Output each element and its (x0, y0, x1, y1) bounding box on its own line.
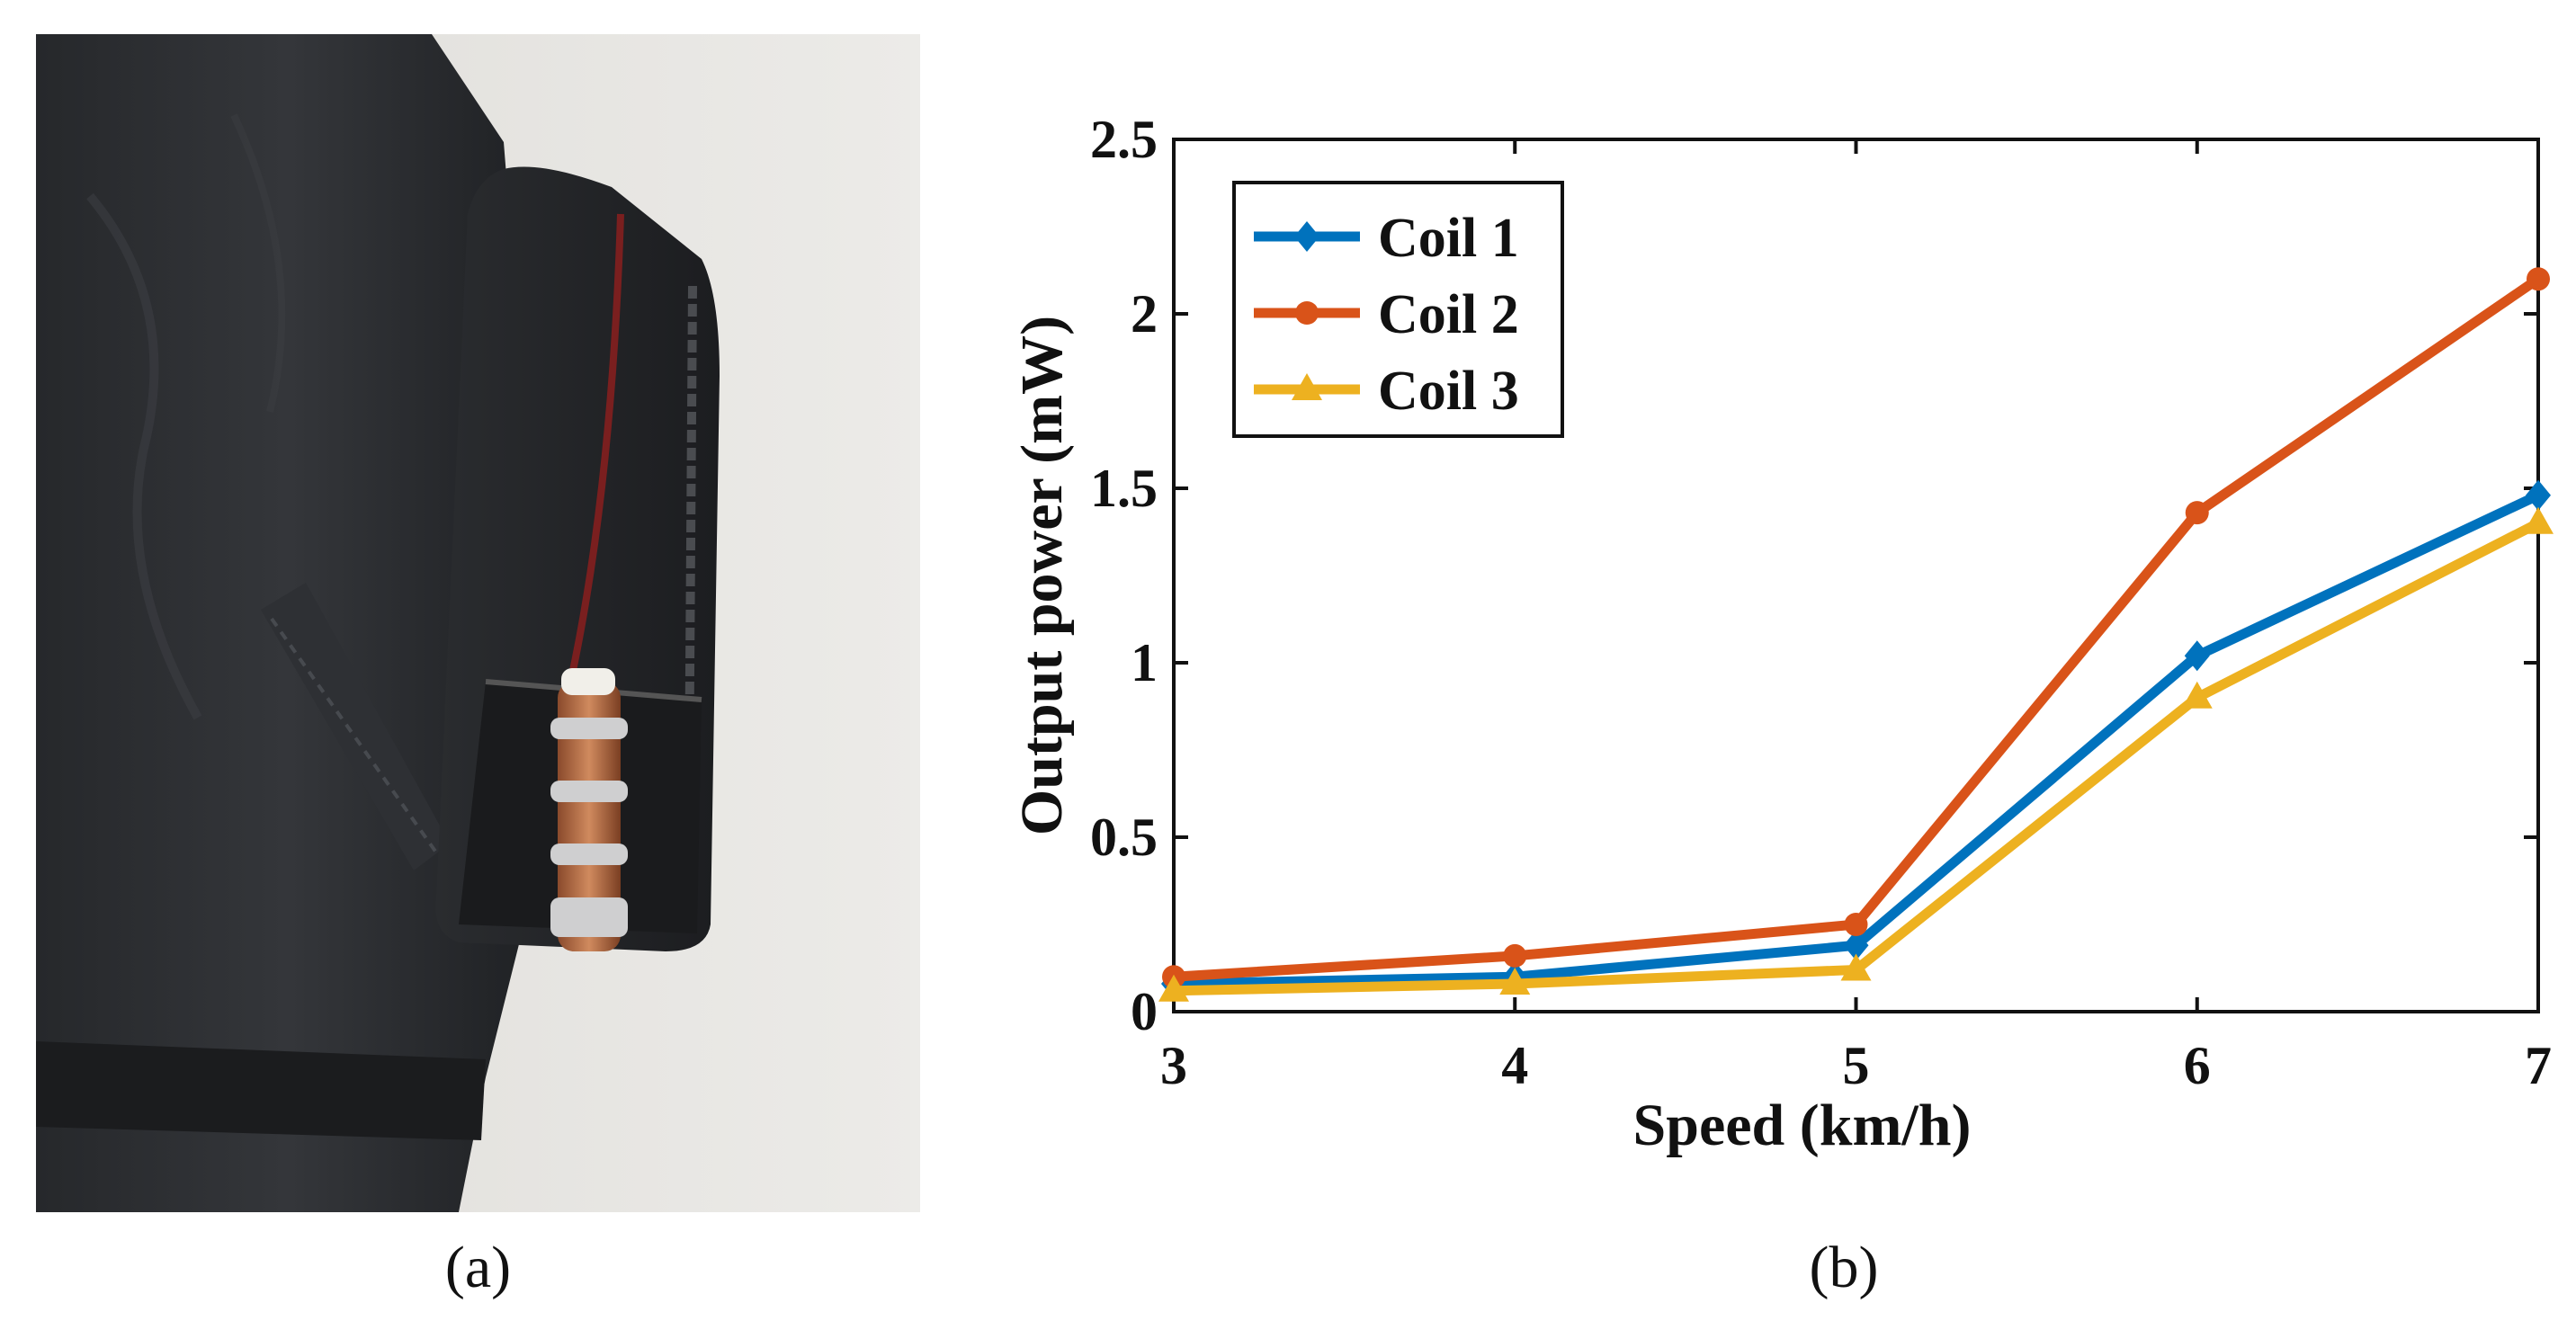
output-power-chart: 3 4 5 6 7 0 0.5 1 1.5 2 2.5 Speed (km/h) Output powe… (1009, 110, 2554, 1158)
y-tick-label: 2 (1131, 284, 1158, 344)
data-point (1843, 930, 1869, 961)
data-point (2184, 640, 2210, 672)
data-point (1503, 943, 1527, 968)
x-tick-label: 4 (1501, 1036, 1528, 1095)
data-point (2527, 267, 2550, 291)
y-tick-label: 0.5 (1090, 808, 1158, 867)
x-tick-label: 3 (1160, 1036, 1187, 1095)
series-coil-2 (1162, 267, 2550, 989)
legend: Coil 1 Coil 2 Coil 3 (1232, 181, 1564, 438)
x-axis-label: Speed (km/h) (1633, 1093, 1972, 1158)
data-point (1499, 967, 1531, 995)
data-point (1840, 953, 1872, 981)
data-point (1844, 913, 1868, 936)
data-point (1158, 974, 1189, 1002)
y-tick-label: 0 (1131, 982, 1158, 1041)
legend-marker (1294, 221, 1319, 252)
legend-label: Coil 1 (1378, 208, 1519, 269)
legend-marker (1295, 301, 1319, 325)
data-point (2523, 506, 2554, 534)
x-tick-label: 6 (2184, 1036, 2211, 1095)
y-tick-label: 1 (1131, 633, 1158, 692)
x-tick-label: 5 (1843, 1036, 1870, 1095)
legend-label: Coil 3 (1378, 361, 1519, 422)
caption-b: (b) (1809, 1235, 1879, 1300)
legend-label: Coil 2 (1378, 284, 1519, 345)
series-coil-3 (1158, 506, 2554, 1002)
backpack-photo (36, 34, 920, 1212)
series-line (1168, 490, 2544, 989)
y-tick-label: 1.5 (1090, 459, 1158, 518)
data-point (2185, 501, 2209, 525)
data-point (2181, 681, 2213, 709)
y-tick-label: 2.5 (1090, 110, 1158, 169)
legend-marker (1292, 373, 1322, 400)
caption-a: (a) (444, 1235, 512, 1300)
x-tick-label: 7 (2525, 1036, 2552, 1095)
y-axis-label: Output power (mW) (1009, 316, 1075, 835)
data-point (2526, 479, 2551, 511)
